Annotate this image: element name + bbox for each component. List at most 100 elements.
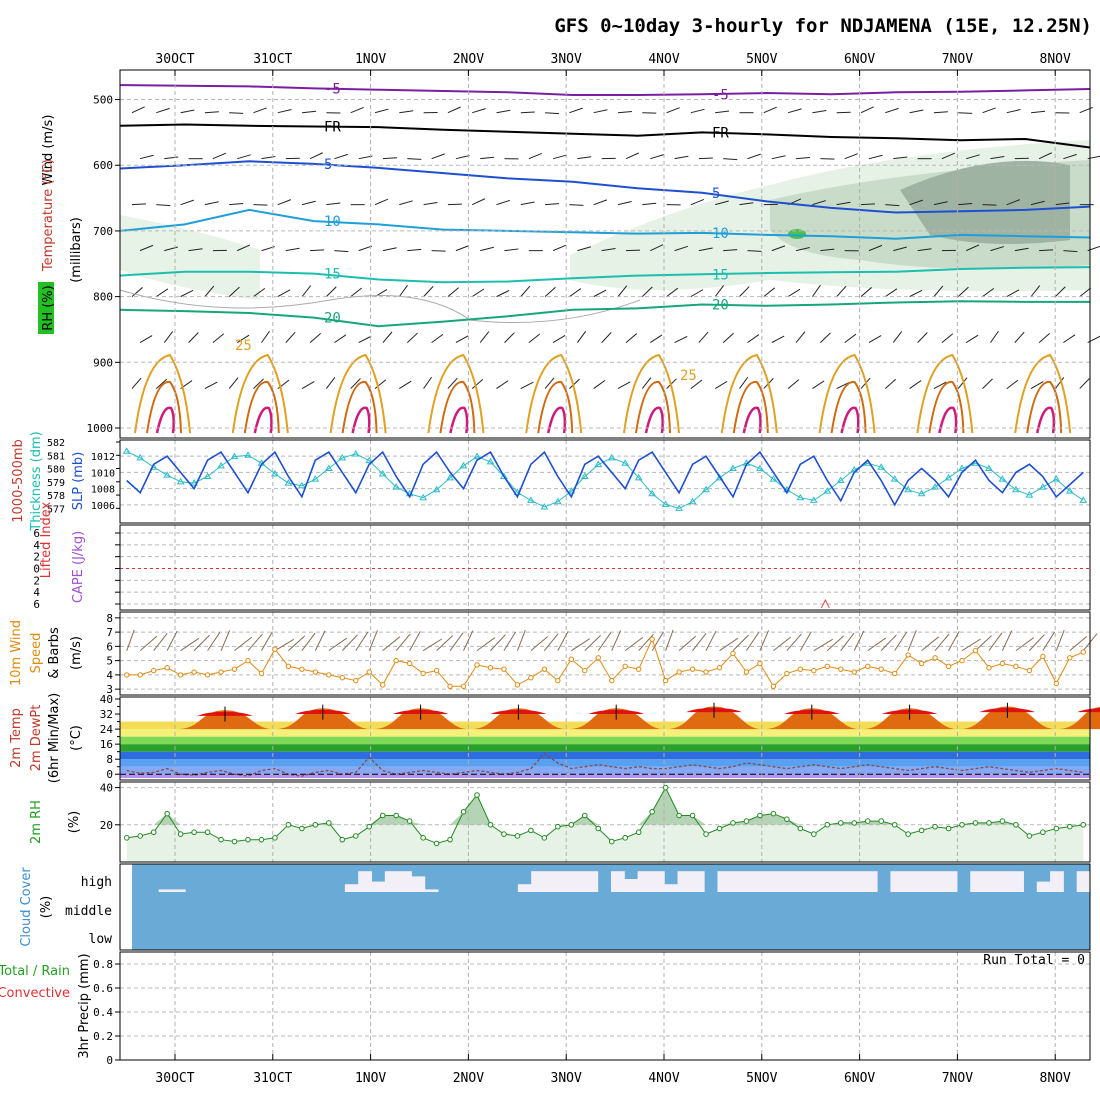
upper-wind-barb bbox=[723, 158, 738, 161]
wind-speed-point bbox=[1080, 649, 1086, 655]
upper-wind-barb bbox=[237, 154, 251, 160]
bottom-date-label: 1NOV bbox=[355, 1071, 386, 1086]
contour-label: 5 bbox=[324, 157, 332, 173]
upper-wind-barb bbox=[155, 378, 168, 389]
bottom-date-label: 3NOV bbox=[551, 1071, 582, 1086]
thickness-tick-label: 577 bbox=[47, 504, 65, 515]
thickness-point bbox=[473, 452, 481, 460]
upper-wind-barb bbox=[820, 332, 831, 343]
rh-point bbox=[231, 838, 238, 845]
rh-point bbox=[204, 829, 211, 836]
upper-wind-barb bbox=[860, 203, 876, 206]
rh-point bbox=[420, 835, 426, 841]
rh-point bbox=[757, 812, 763, 819]
upper-wind-barb bbox=[471, 379, 484, 389]
temperature-contour-25 bbox=[720, 353, 778, 434]
upper-wind-barb bbox=[236, 334, 250, 344]
upper-wind-barb bbox=[471, 198, 486, 206]
rh-point bbox=[972, 820, 979, 826]
wind-speed-point bbox=[137, 672, 143, 678]
contour-label: 15 bbox=[712, 267, 729, 283]
y-tick-label: 0.6 bbox=[93, 982, 113, 995]
y-tick-label: 24 bbox=[100, 723, 114, 736]
upper-wind-barb bbox=[625, 333, 638, 343]
high-cloud-gap bbox=[850, 871, 865, 892]
thickness-point bbox=[203, 472, 212, 480]
upper-wind-barb bbox=[544, 377, 555, 389]
slp-tick-label: 1010 bbox=[91, 468, 115, 479]
wind-speed-point bbox=[1040, 653, 1046, 660]
contour-label: 5 bbox=[712, 186, 720, 202]
upper-wind-barb bbox=[301, 381, 315, 390]
rh-point bbox=[1080, 821, 1087, 828]
upper-wind-barb bbox=[480, 246, 494, 252]
upper-wind-barb bbox=[796, 156, 811, 160]
wind-speed-point bbox=[433, 667, 440, 674]
thickness-point bbox=[1079, 496, 1088, 503]
thickness-point bbox=[365, 456, 374, 464]
upper-wind-barb bbox=[642, 202, 657, 206]
high-cloud-gap bbox=[384, 871, 399, 892]
thickness-point bbox=[567, 487, 576, 494]
y-tick-label: 0 bbox=[106, 768, 113, 781]
rh-point bbox=[555, 823, 561, 830]
upper-wind-barb bbox=[885, 288, 898, 298]
ylabel-part: (6hr Min/Max) bbox=[47, 693, 62, 783]
thickness-tick-label: 579 bbox=[47, 478, 65, 489]
high-cloud-gap bbox=[917, 871, 931, 892]
upper-wind-barb bbox=[1031, 110, 1046, 114]
upper-wind-barb bbox=[552, 334, 566, 344]
upper-wind-barb bbox=[277, 199, 292, 206]
upper-wind-barb bbox=[739, 202, 754, 206]
upper-wind-barb bbox=[528, 152, 542, 160]
wind-barb bbox=[301, 632, 316, 651]
upper-wind-barb bbox=[334, 334, 347, 344]
upper-wind-barb bbox=[326, 377, 336, 389]
wind-speed-point bbox=[811, 667, 817, 674]
upper-wind-barb bbox=[576, 330, 587, 343]
y-tick-label: 4 bbox=[33, 586, 40, 599]
wind-speed-point bbox=[164, 665, 170, 671]
wind-speed-point bbox=[487, 665, 494, 671]
wind-10m-ylabel-c: & Barbs bbox=[47, 627, 62, 679]
y-tick-label: 0.8 bbox=[93, 958, 113, 971]
rh-point bbox=[191, 829, 197, 836]
y-tick-label: 40 bbox=[100, 693, 113, 706]
ylabel-part: 2m Temp bbox=[9, 708, 24, 768]
ylabel-part: (m/s) bbox=[69, 636, 84, 670]
rh-point bbox=[703, 831, 709, 837]
ylabel-part: 2m DewPt bbox=[29, 705, 44, 772]
wind-barb bbox=[436, 635, 454, 652]
upper-wind-barb bbox=[836, 285, 847, 297]
temperature-color-band bbox=[120, 729, 1090, 737]
temperature-contour-25 bbox=[916, 353, 974, 434]
thickness-point bbox=[122, 447, 131, 454]
ylabel-part: 3hr Precip (mm) bbox=[77, 953, 92, 1058]
upper-wind-barb bbox=[617, 285, 628, 297]
y-tick-label: 800 bbox=[93, 291, 113, 304]
temperature-contour bbox=[119, 84, 1091, 96]
wind-10m-ylabel-a: 10m Wind bbox=[9, 620, 24, 686]
upper-wind-barb bbox=[496, 290, 510, 298]
wind-barb bbox=[328, 637, 348, 652]
wind-speed-point bbox=[743, 669, 750, 675]
upper-wind-barb bbox=[812, 110, 827, 114]
top-date-label: 4NOV bbox=[648, 52, 679, 67]
rh-point bbox=[272, 835, 278, 841]
rh-point bbox=[986, 820, 992, 826]
thickness-point bbox=[338, 453, 347, 461]
bottom-date-label: 7NOV bbox=[942, 1071, 973, 1086]
upper-wind-barb bbox=[674, 245, 689, 252]
ylabel-part: Cloud Cover bbox=[19, 867, 34, 947]
run-total-label: Run Total = 0 bbox=[983, 953, 1085, 968]
wind-barb bbox=[180, 637, 200, 652]
contour-label: 25 bbox=[680, 368, 697, 384]
upper-wind-barb bbox=[965, 244, 980, 252]
wind-barb bbox=[368, 630, 378, 651]
wind-speed-point bbox=[380, 682, 386, 688]
wind-barb bbox=[799, 631, 812, 651]
upper-wind-barb bbox=[844, 333, 857, 344]
rh-point bbox=[123, 835, 130, 841]
wind-speed-point bbox=[770, 683, 777, 689]
upper-wind-barb bbox=[285, 247, 300, 252]
